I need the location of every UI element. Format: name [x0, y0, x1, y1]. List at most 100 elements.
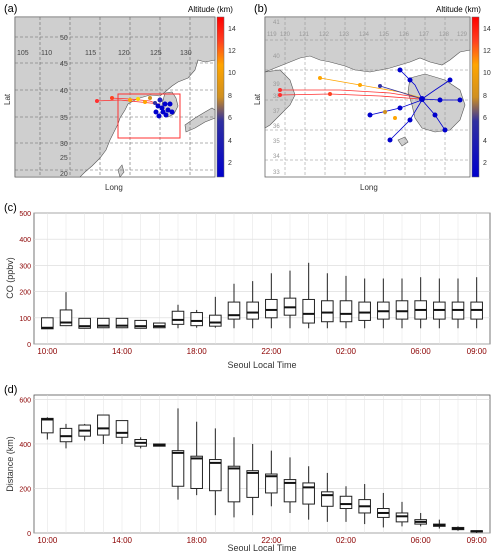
- map-a-study-box: [117, 93, 181, 139]
- distance-boxplot: (d) 0 200 400 600 10:00 14:00 18:00 22:00 02:00…: [4, 384, 491, 553]
- map-a-lon-label: 110: [41, 50, 52, 57]
- map-b-lon-label: 125: [379, 32, 390, 38]
- panel-c-tag: (c): [4, 202, 17, 214]
- colorbar-tick: 6: [228, 115, 232, 122]
- map-b-lon-label: 120: [280, 32, 291, 38]
- box: [97, 317, 110, 329]
- map-b-lon-label: 124: [359, 32, 370, 38]
- box: [395, 512, 409, 523]
- map-a-xlabel: Long: [105, 183, 123, 192]
- boxes: [41, 262, 483, 330]
- box: [395, 300, 409, 320]
- map-a-points: [95, 96, 175, 119]
- map-a-grid: [15, 17, 215, 177]
- box: [358, 301, 371, 321]
- map-a-japan: [184, 107, 216, 133]
- box: [171, 450, 185, 487]
- x-tick-label: 10:00: [37, 536, 58, 545]
- map-a-lon-label: 120: [118, 50, 130, 57]
- box: [171, 310, 185, 325]
- map-a-lon-label: 105: [17, 50, 29, 57]
- map-a-lat-label: 50: [60, 35, 68, 42]
- y-tick-label: 200: [19, 290, 31, 297]
- colorbar-tick: 14: [483, 26, 491, 33]
- map-a-land: [14, 16, 216, 178]
- y-tick-label: 0: [27, 531, 31, 538]
- map-a-ylabel: Lat: [3, 93, 12, 105]
- map-b-ylabel: Lat: [253, 93, 262, 105]
- colorbar-tick: 10: [483, 70, 491, 77]
- boxes: [41, 408, 483, 533]
- map-a-lat-label: 30: [60, 141, 68, 148]
- colorbar-tick: 4: [483, 138, 487, 145]
- x-tick-label: 02:00: [336, 347, 357, 356]
- panel-a-tag: (a): [4, 3, 17, 15]
- map-b-lat-label: 37: [273, 109, 280, 115]
- box: [41, 417, 54, 434]
- y-tick-label: 200: [19, 486, 31, 493]
- x-tick-label: 09:00: [467, 536, 488, 545]
- map-panel-a: (a) 50 45 40 35 30 25 20 105 110 115 120…: [3, 3, 236, 192]
- map-b-lat-label: 38: [273, 94, 280, 100]
- box: [265, 298, 278, 319]
- map-a-lon-labels: 105 110 115 120 125 130: [17, 50, 192, 57]
- map-a-lat-label: 35: [60, 115, 68, 122]
- box: [246, 470, 259, 498]
- colorbar-tick: 4: [228, 138, 232, 145]
- colorbar-tick: 6: [483, 115, 487, 122]
- x-tick-label: 10:00: [37, 347, 58, 356]
- y-tick-labels: 0 100 200 300 400 500: [19, 211, 31, 349]
- map-b-lon-label: 121: [299, 32, 310, 38]
- map-b-lon-label: 119: [267, 32, 277, 38]
- map-b-lon-label: 128: [439, 32, 450, 38]
- map-b-lat-labels: 41 40 39 38 37 36 35 34 33: [273, 20, 280, 176]
- box: [41, 317, 54, 330]
- colorbar-tick: 2: [483, 160, 487, 167]
- x-tick-label: 22:00: [261, 347, 282, 356]
- box: [339, 495, 353, 510]
- map-b-lon-label: 122: [319, 32, 330, 38]
- map-a-lat-label: 25: [60, 155, 68, 162]
- map-b-land-west: [264, 69, 296, 129]
- map-b-lon-labels: 119 120 121 122 123 124 125 126 127 128 …: [267, 32, 468, 38]
- map-b-lat-label: 41: [273, 20, 280, 26]
- map-b-lat-label: 36: [273, 124, 280, 130]
- box: [59, 427, 73, 443]
- box: [209, 459, 222, 492]
- map-b-island: [397, 136, 409, 147]
- map-b-land-north: [264, 16, 471, 73]
- x-tick-label: 06:00: [411, 536, 432, 545]
- panel-b-tag: (b): [254, 3, 267, 15]
- map-a-lat-label: 40: [60, 88, 68, 95]
- x-axis-label: Seoul Local Time: [227, 360, 296, 370]
- map-b-colorbar-ticks: 14 12 10 8 6 4 2: [483, 26, 491, 167]
- map-a-lat-labels: 50 45 40 35 30 25 20: [60, 35, 68, 178]
- y-tick-label: 0: [27, 342, 31, 349]
- box: [227, 301, 241, 320]
- map-b-xlabel: Long: [360, 183, 378, 192]
- box: [339, 300, 353, 323]
- box: [227, 465, 241, 503]
- x-tick-label: 14:00: [112, 536, 133, 545]
- y-tick-label: 500: [19, 211, 31, 218]
- map-b-lat-label: 35: [273, 139, 280, 145]
- map-b-points: [278, 67, 463, 143]
- map-b-lon-label: 123: [339, 32, 350, 38]
- map-b-lon-label: 126: [399, 32, 410, 38]
- map-a-colorbar-ticks: 14 12 10 8 6 4 2: [228, 26, 236, 167]
- x-tick-label: 02:00: [336, 536, 357, 545]
- x-tick-label: 06:00: [411, 347, 432, 356]
- map-b-lat-label: 33: [273, 170, 280, 176]
- map-a-colorbar-title: Altitude (km): [188, 5, 233, 14]
- map-a-lat-label: 45: [60, 61, 68, 68]
- map-a-lon-label: 115: [85, 50, 96, 57]
- x-tick-label: 18:00: [187, 536, 208, 545]
- map-b-lon-label: 127: [419, 32, 430, 38]
- box: [134, 319, 147, 329]
- y-axis-label: Distance (km): [5, 436, 15, 492]
- co-boxplot: (c) 0 100 200 300 400 500 10:00 14:00 18:00 22:0…: [4, 202, 491, 370]
- x-tick-label: 14:00: [112, 347, 133, 356]
- box: [209, 314, 222, 327]
- colorbar-tick: 12: [483, 48, 491, 55]
- plot-area: [33, 394, 491, 534]
